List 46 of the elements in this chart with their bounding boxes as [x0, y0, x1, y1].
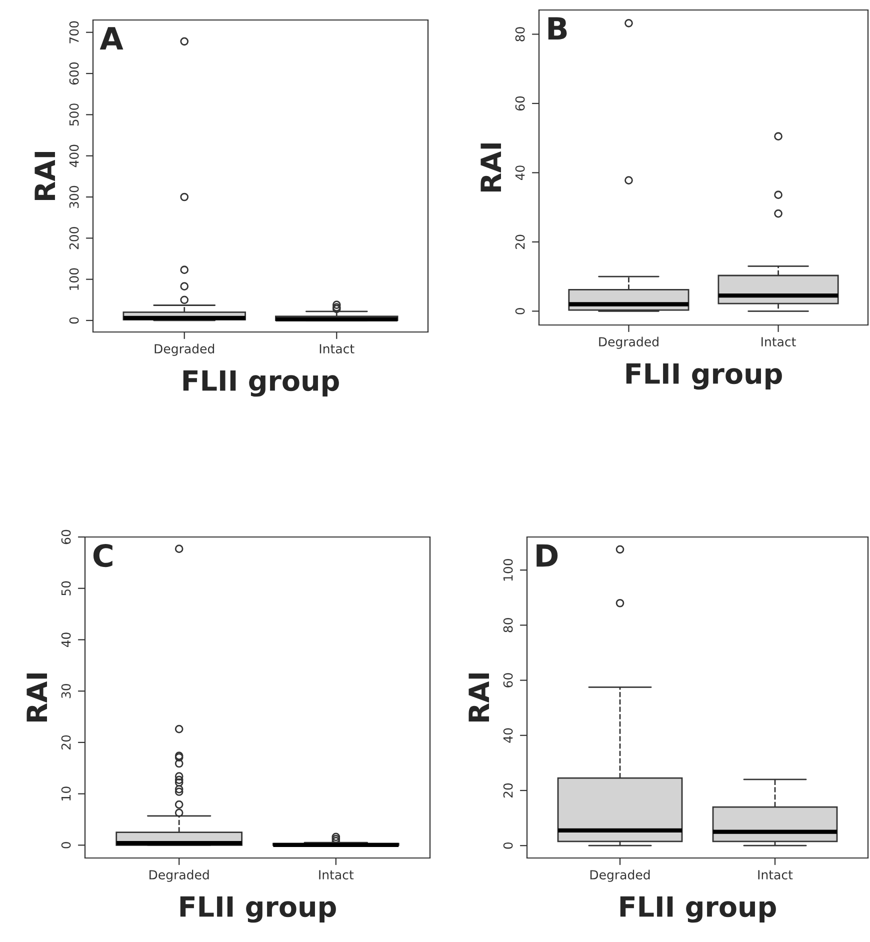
y-tick-label: 600: [69, 62, 79, 85]
x-tick-label: Degraded: [150, 870, 209, 882]
y-tick-label: 200: [69, 227, 79, 250]
chart-title: C: [93, 544, 112, 568]
y-tick-label: 20: [515, 234, 525, 249]
y-tick-label: 60: [515, 96, 525, 111]
x-axis-title: FLII group: [620, 896, 776, 923]
chart-title: D: [536, 544, 558, 567]
y-axis-title: RAI: [34, 152, 55, 200]
y-tick-label: 100: [69, 268, 79, 290]
y-tick-label: 700: [69, 21, 79, 44]
y-tick-label: 400: [69, 144, 79, 168]
y-tick-label: 300: [69, 186, 79, 208]
y-tick-label: 10: [61, 786, 71, 800]
chart-title: A: [100, 27, 124, 50]
y-tick-label: 60: [61, 530, 71, 544]
x-axis-title: FLII group: [626, 363, 782, 390]
y-tick-label: 80: [503, 618, 513, 632]
y-tick-label: 100: [503, 558, 513, 581]
x-tick-label: Intact: [319, 870, 354, 880]
chart-title: B: [548, 17, 567, 40]
y-tick-label: 0: [515, 308, 525, 314]
y-axis-title: RAI: [26, 673, 47, 722]
x-tick-label: Degraded: [154, 344, 214, 356]
y-axis-title: RAI: [468, 673, 489, 722]
y-tick-label: 0: [503, 842, 513, 849]
y-tick-label: 20: [61, 735, 71, 750]
x-tick-label: Intact: [762, 337, 796, 346]
y-axis-title: RAI: [480, 143, 501, 192]
x-tick-label: Intact: [758, 870, 793, 880]
y-tick-label: 80: [515, 27, 525, 42]
x-tick-label: Degraded: [590, 870, 650, 882]
y-tick-label: 60: [503, 673, 513, 688]
y-tick-label: 30: [61, 684, 71, 698]
x-tick-label: Degraded: [599, 336, 658, 349]
y-tick-label: 50: [61, 581, 71, 596]
y-tick-label: 500: [69, 104, 79, 126]
x-axis-title: FLII group: [180, 896, 336, 923]
x-tick-label: Intact: [320, 344, 354, 354]
y-tick-label: 20: [503, 783, 513, 798]
y-tick-label: 40: [61, 632, 71, 648]
y-tick-label: 40: [515, 166, 525, 180]
y-tick-label: 0: [69, 317, 79, 324]
y-tick-label: 40: [503, 728, 513, 743]
y-tick-label: 0: [61, 842, 71, 848]
x-axis-title: FLII group: [183, 370, 339, 397]
